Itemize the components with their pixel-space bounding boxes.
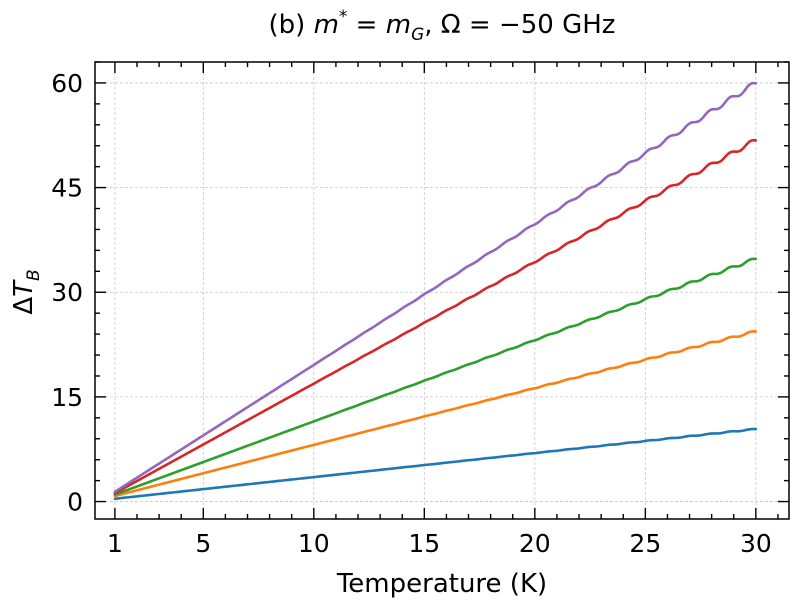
ticks <box>95 61 789 519</box>
title-m: m <box>314 10 339 40</box>
y-label-sub: B <box>24 269 44 281</box>
x-tick-label: 15 <box>408 529 440 558</box>
x-tick-labels: 1 5 10 15 20 25 30 <box>107 529 772 558</box>
x-axis-label: Temperature (K) <box>336 569 547 599</box>
y-axis-label: ΔTB <box>9 269 44 314</box>
series-line-2 <box>113 330 758 498</box>
series-group <box>113 81 758 501</box>
x-tick-label: 25 <box>629 529 661 558</box>
series-line-4 <box>113 138 758 495</box>
title-mg: m <box>386 10 411 40</box>
y-tick-label: 30 <box>51 278 83 307</box>
y-tick-label: 15 <box>51 383 83 412</box>
title-eq: = <box>347 10 385 40</box>
grid <box>95 62 789 519</box>
series-line-5 <box>113 81 758 494</box>
x-tick-label: 30 <box>740 529 772 558</box>
y-tick-label: 45 <box>51 174 83 203</box>
y-label-t: T <box>9 279 39 297</box>
y-tick-label: 0 <box>67 488 83 517</box>
title-star: * <box>339 7 348 27</box>
y-tick-labels: 0 15 30 45 60 <box>51 69 83 517</box>
plot-frame <box>94 61 790 520</box>
x-tick-label: 1 <box>107 529 123 558</box>
title-omega: , Ω = −50 GHz <box>424 10 615 40</box>
series-line-1 <box>113 427 758 501</box>
chart-title: (b) m* = mG, Ω = −50 GHz <box>269 7 616 45</box>
y-tick-label: 60 <box>51 69 83 98</box>
title-prefix: (b) <box>269 10 314 40</box>
y-label-delta: Δ <box>9 297 39 315</box>
title-g-sub: G <box>411 25 424 45</box>
x-tick-label: 5 <box>195 529 211 558</box>
x-tick-label: 10 <box>298 529 330 558</box>
x-tick-label: 20 <box>519 529 551 558</box>
series-line-3 <box>113 257 758 496</box>
